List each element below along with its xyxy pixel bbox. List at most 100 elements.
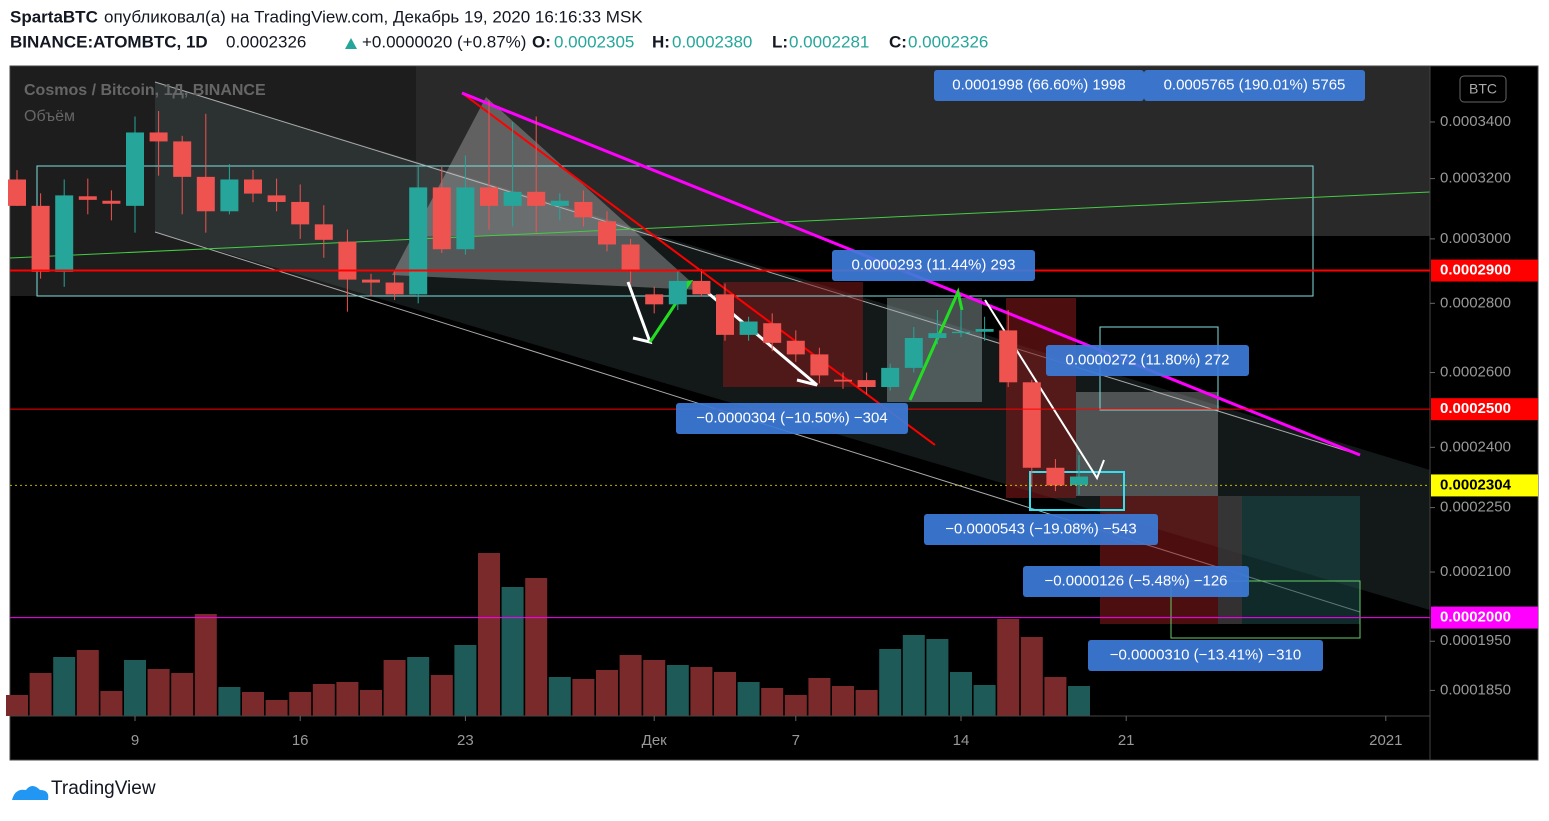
x-tick-label: 9 — [131, 732, 139, 749]
volume-bar — [147, 669, 170, 716]
measure-box — [1023, 566, 1249, 597]
candle-body — [267, 195, 286, 202]
x-tick-label: 16 — [292, 732, 309, 749]
candle-body — [480, 187, 498, 206]
candle-body — [362, 279, 380, 283]
candle-body — [739, 321, 758, 335]
volume-bar — [879, 649, 902, 716]
price-level-label: 0.0002304 — [1440, 476, 1512, 493]
price-level-tag — [1431, 259, 1538, 282]
candle-body — [385, 282, 404, 295]
candle-body — [31, 205, 50, 272]
volume-bar — [902, 635, 925, 716]
volume-bar — [242, 692, 264, 716]
up-icon — [345, 38, 357, 49]
candle-body — [763, 323, 782, 343]
candle-body — [834, 379, 852, 382]
price-level-label: 0.0002000 — [1440, 609, 1511, 626]
volume-bar — [289, 692, 312, 716]
currency-button[interactable] — [1459, 75, 1507, 103]
candle-body — [314, 224, 333, 240]
volume-bar — [1020, 637, 1043, 716]
volume-bar — [619, 655, 642, 716]
measure-label: 0.0005765 (190.01%) 5765 — [1164, 76, 1346, 93]
candle-body — [196, 176, 215, 212]
candle-body — [550, 200, 569, 206]
o-value: 0.0002305 — [554, 32, 634, 51]
candle-body — [8, 179, 26, 206]
volume-bar — [761, 688, 784, 716]
volume-bar — [478, 553, 500, 716]
volume-bar — [29, 673, 52, 716]
candle-body — [621, 244, 640, 271]
candle-body — [952, 331, 970, 334]
y-tick-label: 0.0001950 — [1440, 632, 1511, 649]
candle-body — [904, 337, 923, 368]
candle-body — [409, 187, 428, 295]
volume-bar — [6, 695, 28, 716]
x-tick-label: 23 — [457, 732, 474, 749]
measure-box — [676, 403, 908, 434]
candle-body — [786, 340, 805, 355]
candle-body — [527, 191, 546, 206]
l-label: L: — [772, 32, 788, 51]
volume-bar — [714, 672, 736, 716]
brand: TradingView — [51, 778, 156, 799]
candle-body — [456, 187, 475, 250]
candle-body — [220, 179, 239, 212]
candle-body — [1046, 467, 1065, 486]
change: +0.0000020 (+0.87%) — [362, 32, 526, 51]
volume-bar — [407, 657, 430, 716]
volume-bar — [124, 660, 146, 716]
y-tick-label: 0.0002800 — [1440, 294, 1511, 311]
volume-bar — [76, 650, 99, 716]
price-level-tag — [1431, 474, 1538, 497]
volume-bar — [100, 691, 123, 716]
measure-box — [1046, 345, 1249, 376]
volume-bar — [973, 685, 996, 716]
volume-bar — [997, 619, 1020, 716]
volume-bar — [501, 587, 524, 716]
price-level-tag — [1431, 398, 1538, 421]
volume-title: Объём — [24, 108, 75, 125]
y-tick-label: 0.0002600 — [1440, 364, 1511, 381]
volume-bar — [596, 670, 618, 716]
candle-body — [173, 141, 192, 177]
measure-label: −0.0000126 (−5.48%) −126 — [1044, 572, 1227, 589]
c-value: 0.0002326 — [908, 32, 988, 51]
candle-body — [574, 201, 593, 218]
measure-label: −0.0000310 (−13.41%) −310 — [1110, 646, 1301, 663]
candle-body — [692, 280, 711, 295]
x-tick-label: 14 — [953, 732, 970, 749]
x-tick-label: 2021 — [1369, 732, 1402, 749]
l-value: 0.0002281 — [789, 32, 869, 51]
symbol: BINANCE:ATOMBTC, 1D — [10, 32, 208, 51]
candle-body — [78, 196, 97, 200]
candle-body — [668, 280, 687, 305]
volume-bar — [784, 695, 807, 716]
measure-label: −0.0000304 (−10.50%) −304 — [696, 409, 887, 426]
h-value: 0.0002380 — [672, 32, 752, 51]
measure-label: 0.0001998 (66.60%) 1998 — [952, 76, 1125, 93]
measure-box — [934, 70, 1144, 101]
volume-bar — [1068, 686, 1090, 716]
volume-bar — [855, 690, 878, 716]
volume-bar — [194, 614, 217, 716]
y-tick-label: 0.0001850 — [1440, 681, 1511, 698]
candle-body — [503, 191, 522, 206]
y-tick-label: 0.0003200 — [1440, 170, 1511, 187]
measure-label: 0.0000272 (11.80%) 272 — [1065, 351, 1229, 368]
volume-bar — [525, 578, 548, 716]
x-tick-label: 21 — [1118, 732, 1135, 749]
volume-bar — [1044, 677, 1067, 716]
measure-label: 0.0000293 (11.44%) 293 — [851, 256, 1015, 273]
y-tick-label: 0.0003000 — [1440, 230, 1511, 247]
volume-bar — [383, 660, 406, 716]
currency[interactable]: BTC — [1469, 81, 1497, 97]
measure-label: −0.0000543 (−19.08%) −543 — [945, 520, 1136, 537]
h-label: H: — [652, 32, 670, 51]
y-tick-label: 0.0002100 — [1440, 563, 1511, 580]
price-level-label: 0.0002500 — [1440, 400, 1511, 417]
